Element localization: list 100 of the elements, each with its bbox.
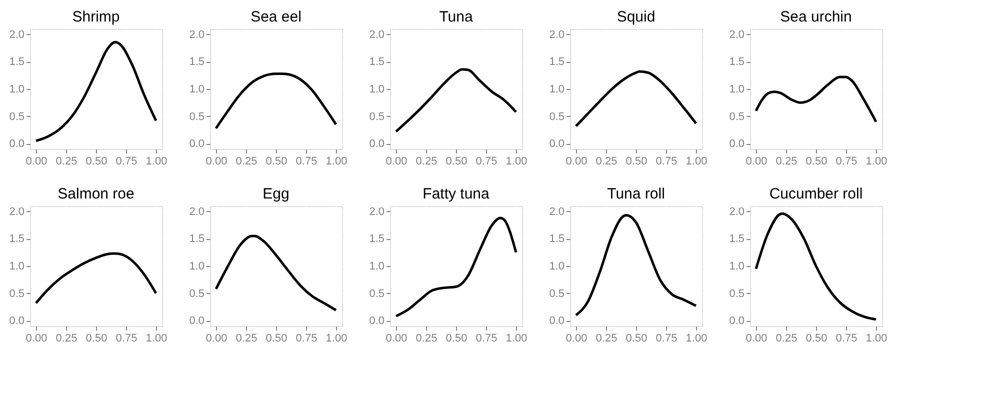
y-tick-label: 0.5: [9, 110, 24, 123]
x-tick-label: 0.00: [26, 156, 48, 168]
x-tick-label: 0.50: [806, 332, 828, 344]
x-tick-label: 1.00: [686, 332, 708, 344]
chart-title: Squid: [616, 8, 656, 26]
y-tick-label: 1.0: [9, 84, 24, 96]
chart-title: Tuna: [439, 8, 474, 26]
line-series: [754, 212, 878, 321]
line-series: [574, 70, 698, 128]
line-series: [394, 68, 518, 133]
y-tick-label: 0.5: [189, 110, 204, 123]
x-tick-label: 0.25: [776, 156, 798, 168]
x-tick-label: 0.00: [566, 156, 588, 168]
y-tick-label: 0.0: [729, 315, 744, 328]
x-tick-label: 1.00: [866, 156, 888, 168]
chart-title: Fatty tuna: [422, 185, 490, 202]
y-tick-label: 1.5: [9, 56, 24, 68]
y-tick-label: 0.5: [369, 110, 384, 123]
chart-title: Egg: [262, 185, 290, 202]
x-tick-label: 1.00: [146, 332, 168, 344]
line-series: [394, 216, 518, 318]
y-tick-label: 0.5: [189, 288, 204, 300]
y-tick-label: 0.0: [549, 138, 564, 150]
y-tick-label: 0.5: [729, 110, 744, 123]
x-tick-label: 0.75: [296, 156, 318, 168]
y-tick-label: 1.5: [189, 56, 204, 68]
y-tick-label: 0.5: [369, 288, 384, 300]
y-tick-label: 0.5: [729, 288, 744, 300]
y-tick-label: 0.0: [9, 138, 24, 150]
line-series: [214, 234, 338, 312]
y-tick-label: 1.5: [729, 56, 744, 68]
chart-title: Salmon roe: [58, 185, 134, 202]
y-tick-label: 2.0: [189, 28, 204, 41]
y-tick-label: 1.0: [369, 260, 384, 272]
line-series: [34, 40, 158, 142]
y-tick-label: 2.0: [369, 206, 384, 218]
x-tick-label: 0.00: [206, 332, 228, 344]
x-tick-label: 0.75: [656, 332, 678, 344]
x-tick-label: 0.50: [266, 332, 288, 344]
x-tick-label: 0.00: [386, 332, 408, 344]
x-tick-label: 0.00: [206, 156, 228, 168]
x-tick-label: 0.75: [656, 156, 678, 168]
x-tick-label: 0.75: [296, 332, 318, 344]
line-series: [574, 214, 698, 316]
y-tick-label: 2.0: [729, 28, 744, 41]
x-tick-label: 0.50: [86, 156, 108, 168]
x-tick-label: 0.75: [476, 156, 498, 168]
line-series: [214, 72, 338, 130]
x-tick-label: 0.25: [236, 332, 258, 344]
y-tick-label: 0.0: [729, 138, 744, 150]
x-tick-label: 1.00: [326, 332, 348, 344]
x-tick-label: 0.25: [416, 332, 438, 344]
y-tick-label: 1.5: [549, 233, 564, 246]
x-tick-label: 0.50: [626, 156, 648, 168]
x-tick-label: 0.50: [86, 332, 108, 344]
x-tick-label: 1.00: [326, 156, 348, 168]
x-tick-label: 0.00: [746, 332, 768, 344]
y-tick-label: 1.5: [369, 233, 384, 246]
x-tick-label: 0.25: [236, 156, 258, 168]
y-tick-label: 0.5: [549, 288, 564, 300]
x-tick-label: 0.00: [386, 156, 408, 168]
y-tick-label: 1.0: [549, 260, 564, 272]
x-tick-label: 0.75: [116, 156, 138, 168]
y-tick-label: 0.0: [9, 315, 24, 328]
x-tick-label: 1.00: [866, 332, 888, 344]
y-tick-label: 1.0: [549, 84, 564, 96]
y-tick-label: 2.0: [729, 206, 744, 218]
x-tick-label: 0.25: [596, 332, 618, 344]
y-tick-label: 1.5: [189, 233, 204, 246]
y-tick-label: 0.5: [549, 110, 564, 123]
x-tick-label: 0.50: [266, 156, 288, 168]
y-tick-label: 2.0: [189, 206, 204, 218]
y-tick-label: 1.0: [729, 260, 744, 272]
y-tick-label: 0.0: [189, 138, 204, 150]
x-tick-label: 0.00: [746, 156, 768, 168]
x-tick-label: 0.50: [446, 332, 468, 344]
x-tick-label: 0.75: [116, 332, 138, 344]
chart-title: Shrimp: [72, 8, 120, 26]
y-tick-label: 0.0: [549, 315, 564, 328]
chart-title: Sea eel: [250, 8, 302, 26]
y-tick-label: 1.0: [729, 84, 744, 96]
x-tick-label: 0.00: [26, 332, 48, 344]
y-tick-label: 0.0: [189, 315, 204, 328]
y-tick-label: 1.5: [369, 56, 384, 68]
x-tick-label: 1.00: [146, 156, 168, 168]
y-tick-label: 0.0: [369, 315, 384, 328]
x-tick-label: 0.25: [416, 156, 438, 168]
y-tick-label: 2.0: [9, 206, 24, 218]
y-tick-label: 1.0: [189, 260, 204, 272]
y-tick-label: 2.0: [9, 28, 24, 41]
x-tick-label: 1.00: [506, 332, 528, 344]
x-tick-label: 1.00: [686, 156, 708, 168]
y-tick-label: 0.5: [9, 288, 24, 300]
x-tick-label: 0.50: [626, 332, 648, 344]
x-tick-label: 0.25: [776, 332, 798, 344]
x-tick-label: 0.25: [56, 156, 78, 168]
x-tick-label: 0.00: [566, 332, 588, 344]
line-series: [754, 76, 878, 123]
y-tick-label: 0.0: [369, 138, 384, 150]
x-tick-label: 0.50: [806, 156, 828, 168]
